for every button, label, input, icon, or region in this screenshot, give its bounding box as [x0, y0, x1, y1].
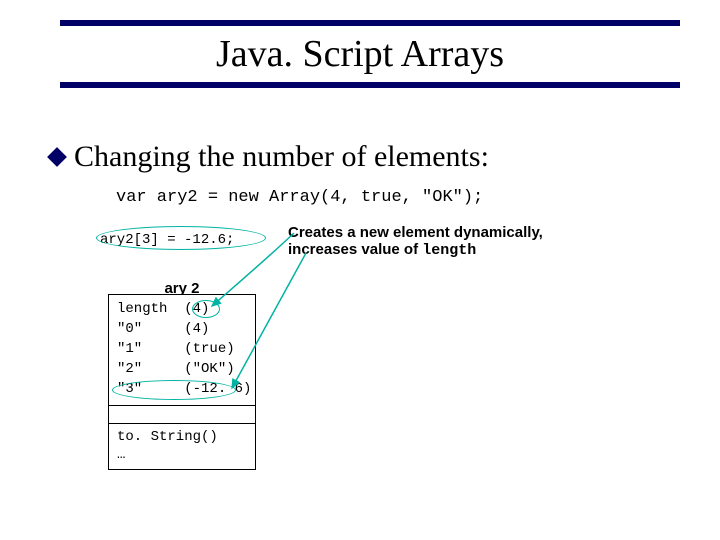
diamond-bullet-icon — [47, 147, 67, 167]
title-rule-bottom — [60, 82, 680, 88]
callout-mono: length — [422, 242, 476, 259]
highlight-oval-length — [192, 300, 220, 318]
page-title: Java. Script Arrays — [0, 32, 720, 76]
bullet-row: Changing the number of elements: — [50, 140, 489, 174]
object-method: to. String() — [117, 429, 218, 445]
callout-line-2: increases value of — [288, 241, 422, 258]
object-row: "0" (4) — [117, 321, 209, 337]
title-rule-top — [60, 20, 680, 26]
object-box-divider-2 — [109, 423, 255, 424]
callout-line-1: Creates a new element dynamically, — [288, 224, 543, 241]
object-row: "2" ("OK") — [117, 361, 235, 377]
object-row: "1" (true) — [117, 341, 235, 357]
bullet-text: Changing the number of elements: — [74, 140, 489, 174]
code-line-declare: var ary2 = new Array(4, true, "OK"); — [116, 188, 483, 207]
highlight-oval-code — [96, 226, 266, 250]
object-method: … — [117, 447, 125, 463]
highlight-oval-row3 — [112, 380, 236, 400]
callout-text: Creates a new element dynamically, incre… — [288, 224, 543, 259]
object-box-divider-1 — [109, 405, 255, 406]
